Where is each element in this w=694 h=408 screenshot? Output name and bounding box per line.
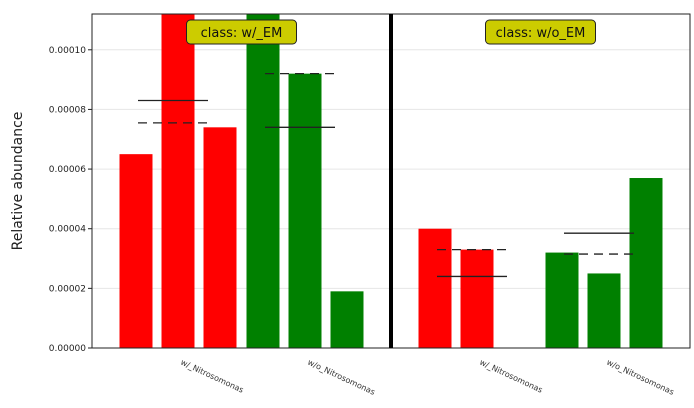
class-label: class: w/_EM [201, 26, 283, 41]
category-label: w/_Nitrosomonas [478, 358, 544, 395]
category-label: w/_Nitrosomonas [179, 358, 245, 395]
y-tick-label: 0.00006 [49, 165, 86, 175]
y-tick-label: 0.00008 [49, 105, 86, 115]
class-label-box [485, 19, 596, 45]
bar [460, 249, 494, 348]
bar [119, 154, 153, 348]
class-label-box [186, 19, 297, 45]
bar [587, 273, 621, 348]
bar [545, 252, 579, 348]
y-tick-label: 0.00004 [49, 225, 86, 235]
bar [203, 127, 237, 348]
y-tick-label: 0.00000 [49, 344, 86, 354]
class-label: class: w/o_EM [496, 26, 586, 41]
bar [246, 14, 280, 348]
bar [418, 228, 452, 348]
y-tick-label: 0.00010 [49, 46, 86, 56]
category-label: w/o_Nitrosomonas [306, 358, 376, 397]
bar [288, 73, 322, 349]
bar [629, 178, 663, 348]
bar [161, 14, 195, 348]
bar [330, 291, 364, 348]
bars [119, 14, 663, 349]
y-tick-label: 0.00002 [49, 284, 86, 294]
summary-lines [138, 72, 634, 278]
category-label: w/o_Nitrosomonas [605, 358, 675, 397]
y-axis-label: Relative abundance [10, 112, 26, 251]
